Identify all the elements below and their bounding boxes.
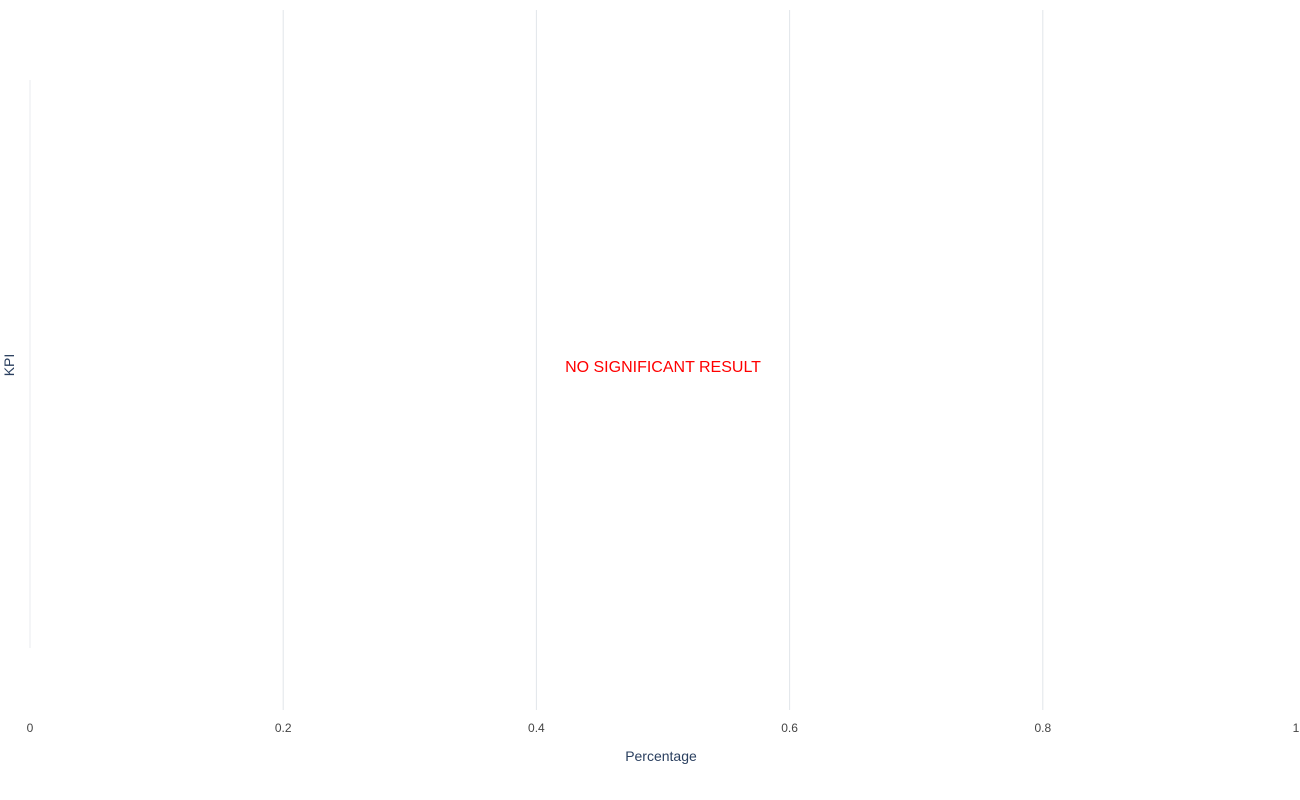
y-axis-title: KPI [1, 354, 17, 377]
gridlines [282, 10, 1044, 710]
x-tick-label: 0.8 [1034, 721, 1051, 735]
x-tick-label: 0 [27, 721, 34, 735]
x-axis-title: Percentage [625, 748, 697, 764]
x-axis-ticks: 0 0.2 0.4 0.6 0.8 1 [27, 721, 1300, 735]
x-tick-label: 0.4 [528, 721, 545, 735]
x-tick-label: 1 [1293, 721, 1300, 735]
no-result-annotation: NO SIGNIFICANT RESULT [565, 359, 761, 376]
x-tick-label: 0.6 [781, 721, 798, 735]
x-tick-label: 0.2 [275, 721, 292, 735]
